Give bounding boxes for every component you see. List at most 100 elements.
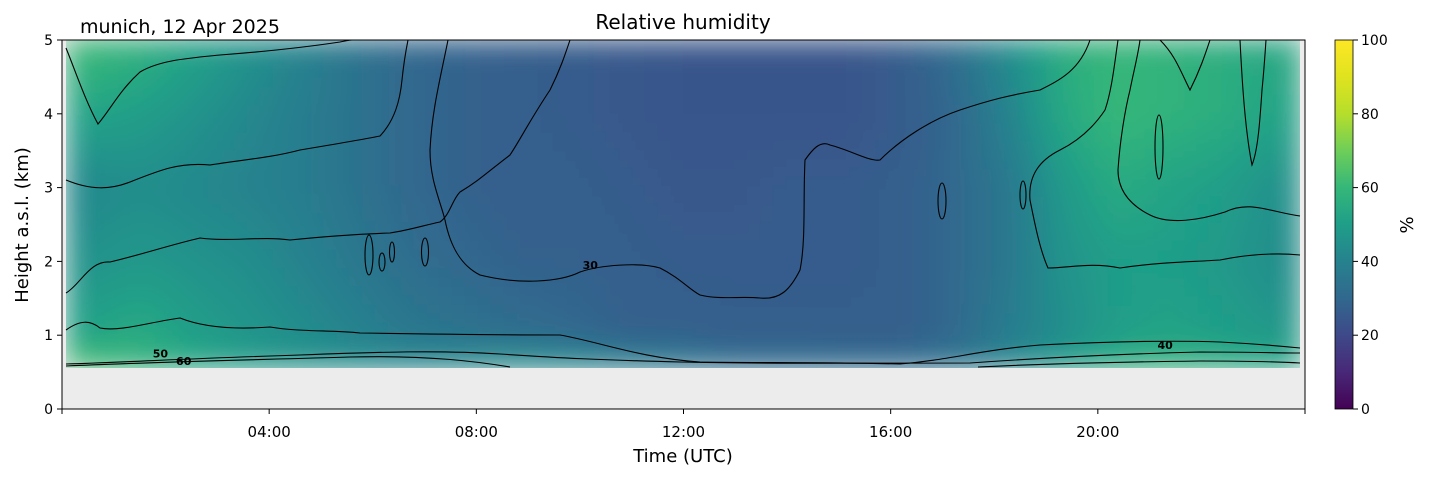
contour-30-trough xyxy=(444,40,1091,299)
heatmap-cell xyxy=(195,94,209,105)
heatmap-cell xyxy=(169,267,184,278)
heatmap-cell xyxy=(1183,176,1198,187)
heatmap-cell xyxy=(798,176,813,187)
heatmap-cell xyxy=(888,349,903,360)
heatmap-cell xyxy=(1093,85,1108,96)
heatmap-cell xyxy=(567,221,582,233)
heatmap-cell xyxy=(477,258,492,269)
heatmap-cell xyxy=(1081,94,1095,105)
heatmap-cell xyxy=(464,121,479,132)
heatmap-cell xyxy=(79,66,94,77)
heatmap-cell xyxy=(965,340,980,351)
heatmap-cell xyxy=(374,313,389,324)
heatmap-cell xyxy=(721,66,736,77)
heatmap-cell xyxy=(1222,85,1237,96)
heatmap-cell xyxy=(798,304,813,315)
heatmap-cell xyxy=(541,185,556,196)
heatmap-cell xyxy=(336,130,351,141)
heatmap-cell xyxy=(901,304,916,315)
heatmap-cell xyxy=(811,40,826,50)
heatmap-cell xyxy=(772,158,787,169)
heatmap-cell xyxy=(156,313,171,324)
heatmap-cell xyxy=(1286,139,1300,150)
heatmap-cell xyxy=(464,313,479,324)
heatmap-cell xyxy=(220,176,235,187)
heatmap-cell xyxy=(849,285,864,296)
heatmap-cell xyxy=(1209,75,1224,87)
heatmap-cell xyxy=(888,158,903,169)
heatmap-cell xyxy=(837,40,851,50)
heatmap-cell xyxy=(939,158,954,169)
heatmap-cell xyxy=(952,331,967,342)
heatmap-cell xyxy=(1004,258,1018,269)
heatmap-cell xyxy=(503,130,518,141)
heatmap-cell xyxy=(490,294,505,306)
heatmap-cell xyxy=(118,66,132,77)
heatmap-cell xyxy=(66,294,81,306)
heatmap-cell xyxy=(721,94,736,105)
heatmap-cell xyxy=(1183,322,1198,333)
heatmap-cell xyxy=(605,258,620,269)
heatmap-cell xyxy=(657,148,672,160)
heatmap-cell xyxy=(541,349,556,360)
heatmap-cell xyxy=(1029,249,1044,260)
heatmap-cell xyxy=(554,66,569,77)
heatmap-cell xyxy=(336,340,351,351)
heatmap-cell xyxy=(657,130,672,141)
heatmap-cell xyxy=(400,221,415,233)
heatmap-cell xyxy=(657,294,672,306)
heatmap-cell xyxy=(1004,94,1018,105)
heatmap-cell xyxy=(849,212,864,223)
heatmap-cell xyxy=(92,40,107,50)
heatmap-cell xyxy=(657,66,672,77)
heatmap-cell xyxy=(1042,249,1057,260)
heatmap-cell xyxy=(284,258,299,269)
heatmap-cell xyxy=(1196,240,1211,251)
heatmap-cell xyxy=(952,112,967,123)
heatmap-cell xyxy=(760,103,774,114)
heatmap-cell xyxy=(978,231,993,242)
heatmap-cell xyxy=(708,349,723,360)
heatmap-cell xyxy=(272,258,286,269)
heatmap-cell xyxy=(567,158,582,169)
heatmap-cell xyxy=(1273,112,1288,123)
heatmap-cell xyxy=(246,158,261,169)
heatmap-cell xyxy=(657,176,672,187)
heatmap-cell xyxy=(503,267,518,278)
contour-lines xyxy=(65,40,1301,368)
heatmap-cell xyxy=(413,313,428,324)
heatmap-cell xyxy=(413,103,428,114)
heatmap-cell xyxy=(156,194,171,205)
heatmap-cell xyxy=(516,121,530,132)
heatmap-cell xyxy=(1170,121,1185,132)
heatmap-cell xyxy=(323,130,338,141)
heatmap-cell xyxy=(888,331,903,342)
heatmap-cell xyxy=(1247,358,1262,368)
heatmap-cell xyxy=(426,358,441,368)
heatmap-cell xyxy=(1106,267,1121,278)
heatmap-cell xyxy=(490,130,505,141)
heatmap-cell xyxy=(259,249,274,260)
heatmap-cell xyxy=(169,167,184,178)
heatmap-cell xyxy=(169,176,184,187)
heatmap-cell xyxy=(824,66,839,77)
heatmap-cell xyxy=(336,85,351,96)
heatmap-cell xyxy=(541,40,556,50)
heatmap-cell xyxy=(1145,185,1160,196)
heatmap-cell xyxy=(644,185,659,196)
heatmap-cell xyxy=(310,185,325,196)
heatmap-cell xyxy=(1016,57,1031,68)
heatmap-cell xyxy=(1093,231,1108,242)
heatmap-cell xyxy=(169,249,184,260)
heatmap-cell xyxy=(1286,167,1300,178)
heatmap-cell xyxy=(965,285,980,296)
heatmap-cell xyxy=(220,240,235,251)
heatmap-cell xyxy=(310,66,325,77)
heatmap-cell xyxy=(233,231,248,242)
heatmap-cell xyxy=(195,57,209,68)
heatmap-cell xyxy=(1247,340,1262,351)
heatmap-cell xyxy=(849,322,864,333)
heatmap-cell xyxy=(644,267,659,278)
heatmap-cell xyxy=(1273,139,1288,150)
heatmap-cell xyxy=(811,331,826,342)
